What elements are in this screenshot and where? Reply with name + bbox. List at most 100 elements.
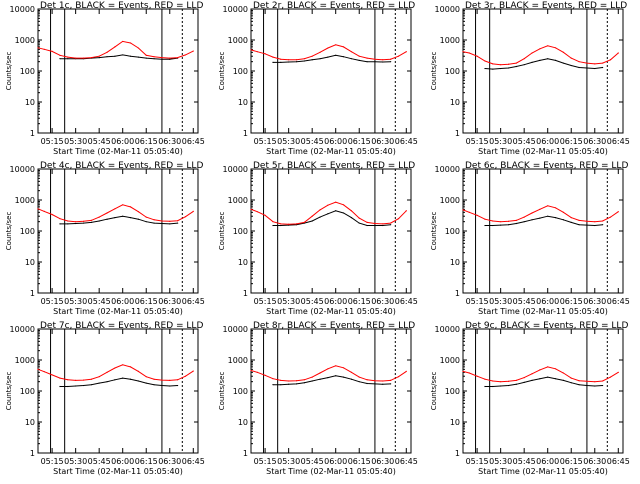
events-point — [303, 382, 305, 384]
lld-point — [153, 219, 155, 221]
lld-point — [280, 379, 282, 381]
lld-point — [586, 62, 588, 64]
events-point — [507, 384, 510, 387]
x-tick-label: 06:30 — [371, 137, 394, 146]
lld-point — [358, 217, 360, 219]
series-events-line — [60, 54, 178, 60]
lld-point — [264, 53, 266, 55]
lld-point — [570, 57, 572, 59]
x-axis-label: Start Time (02-Mar-11 05:05:40) — [53, 307, 183, 316]
events-point — [272, 384, 274, 386]
plot-frame — [462, 8, 624, 134]
lld-point — [578, 219, 580, 221]
lld-point — [492, 380, 494, 382]
y-tick-label: 1000 — [15, 356, 35, 365]
events-point — [98, 57, 100, 59]
lld-point — [288, 380, 290, 382]
x-tick-label: 05:45 — [301, 137, 324, 146]
y-tick-label: 10000 — [10, 165, 35, 174]
lld-point — [405, 51, 407, 53]
events-point — [515, 222, 517, 225]
x-tick-label: 05:15 — [41, 297, 64, 306]
x-tick-label: 05:30 — [489, 457, 512, 466]
x-axis-label: Start Time (02-Mar-11 05:05:40) — [266, 307, 396, 316]
events-point — [137, 218, 139, 220]
x-tick-label: 05:15 — [466, 457, 489, 466]
events-point — [303, 60, 305, 62]
lld-point — [366, 221, 368, 223]
events-point — [169, 223, 171, 225]
events-point — [484, 224, 486, 227]
x-axis-label: Start Time (02-Mar-11 05:05:40) — [53, 467, 183, 476]
lld-point — [547, 205, 549, 207]
events-point — [547, 58, 549, 60]
lld-point — [311, 215, 313, 217]
lld-point — [578, 380, 580, 382]
lld-point — [390, 222, 392, 224]
x-tick-label: 05:30 — [489, 297, 512, 306]
series-events-line — [60, 215, 178, 225]
events-point — [547, 376, 549, 378]
lld-point — [335, 44, 337, 46]
events-point — [594, 67, 596, 70]
series-events-line — [273, 375, 391, 386]
x-tick-label: 05:45 — [88, 297, 111, 306]
events-point — [358, 222, 360, 224]
lld-point — [37, 47, 39, 49]
events-point — [366, 382, 368, 385]
series-lld-line — [37, 204, 194, 223]
events-point — [161, 222, 163, 225]
y-tick-label: 100 — [445, 387, 460, 396]
events-point — [319, 378, 321, 380]
lld-point — [90, 57, 92, 59]
x-tick-label: 06:15 — [135, 137, 158, 146]
events-point — [75, 222, 77, 225]
lld-point — [169, 220, 171, 222]
x-tick-label: 06:45 — [395, 457, 418, 466]
events-point — [327, 377, 329, 379]
x-tick-label: 05:15 — [41, 137, 64, 146]
lld-point — [311, 55, 313, 57]
y-axis-label: Counts/sec — [430, 372, 438, 411]
lld-point — [184, 216, 187, 218]
events-point — [382, 383, 384, 385]
lld-point — [43, 210, 45, 212]
panel-title: Det 3r, BLACK = Events, RED = LLD — [465, 1, 627, 11]
y-tick-label: 1 — [243, 449, 248, 458]
lld-point — [594, 221, 596, 223]
events-point — [390, 224, 392, 226]
lld-point — [358, 55, 360, 57]
events-point — [280, 224, 282, 227]
lld-point — [515, 62, 517, 64]
events-point — [90, 384, 92, 386]
lld-point — [342, 204, 345, 206]
lld-point — [264, 214, 266, 216]
events-point — [547, 215, 549, 217]
lld-point — [137, 47, 139, 49]
lld-point — [161, 57, 163, 59]
lld-point — [586, 220, 588, 222]
events-point — [358, 59, 360, 61]
events-point — [492, 385, 494, 388]
x-tick-label: 05:45 — [301, 297, 324, 306]
x-tick-label: 06:00 — [111, 297, 134, 306]
x-tick-label: 06:45 — [182, 137, 205, 146]
x-tick-label: 05:45 — [513, 137, 536, 146]
panel-5: Det 5r, BLACK = Events, RED = LLD 1 10 100 1… — [218, 161, 418, 316]
events-point — [586, 384, 588, 387]
lld-point — [264, 374, 266, 376]
lld-point — [523, 377, 525, 379]
lld-point — [295, 223, 298, 225]
x-tick-label: 06:30 — [583, 297, 606, 306]
x-tick-label: 06:45 — [182, 297, 205, 306]
series-lld-line — [250, 44, 407, 61]
lld-point — [462, 370, 464, 372]
x-tick-label: 05:15 — [466, 137, 489, 146]
lld-point — [256, 371, 258, 373]
lld-point — [578, 61, 580, 63]
y-tick-label: 1 — [455, 289, 460, 298]
plot-frame — [37, 168, 199, 294]
lld-point — [145, 216, 147, 218]
y-tick-label: 10 — [450, 98, 460, 107]
lld-point — [547, 45, 549, 47]
